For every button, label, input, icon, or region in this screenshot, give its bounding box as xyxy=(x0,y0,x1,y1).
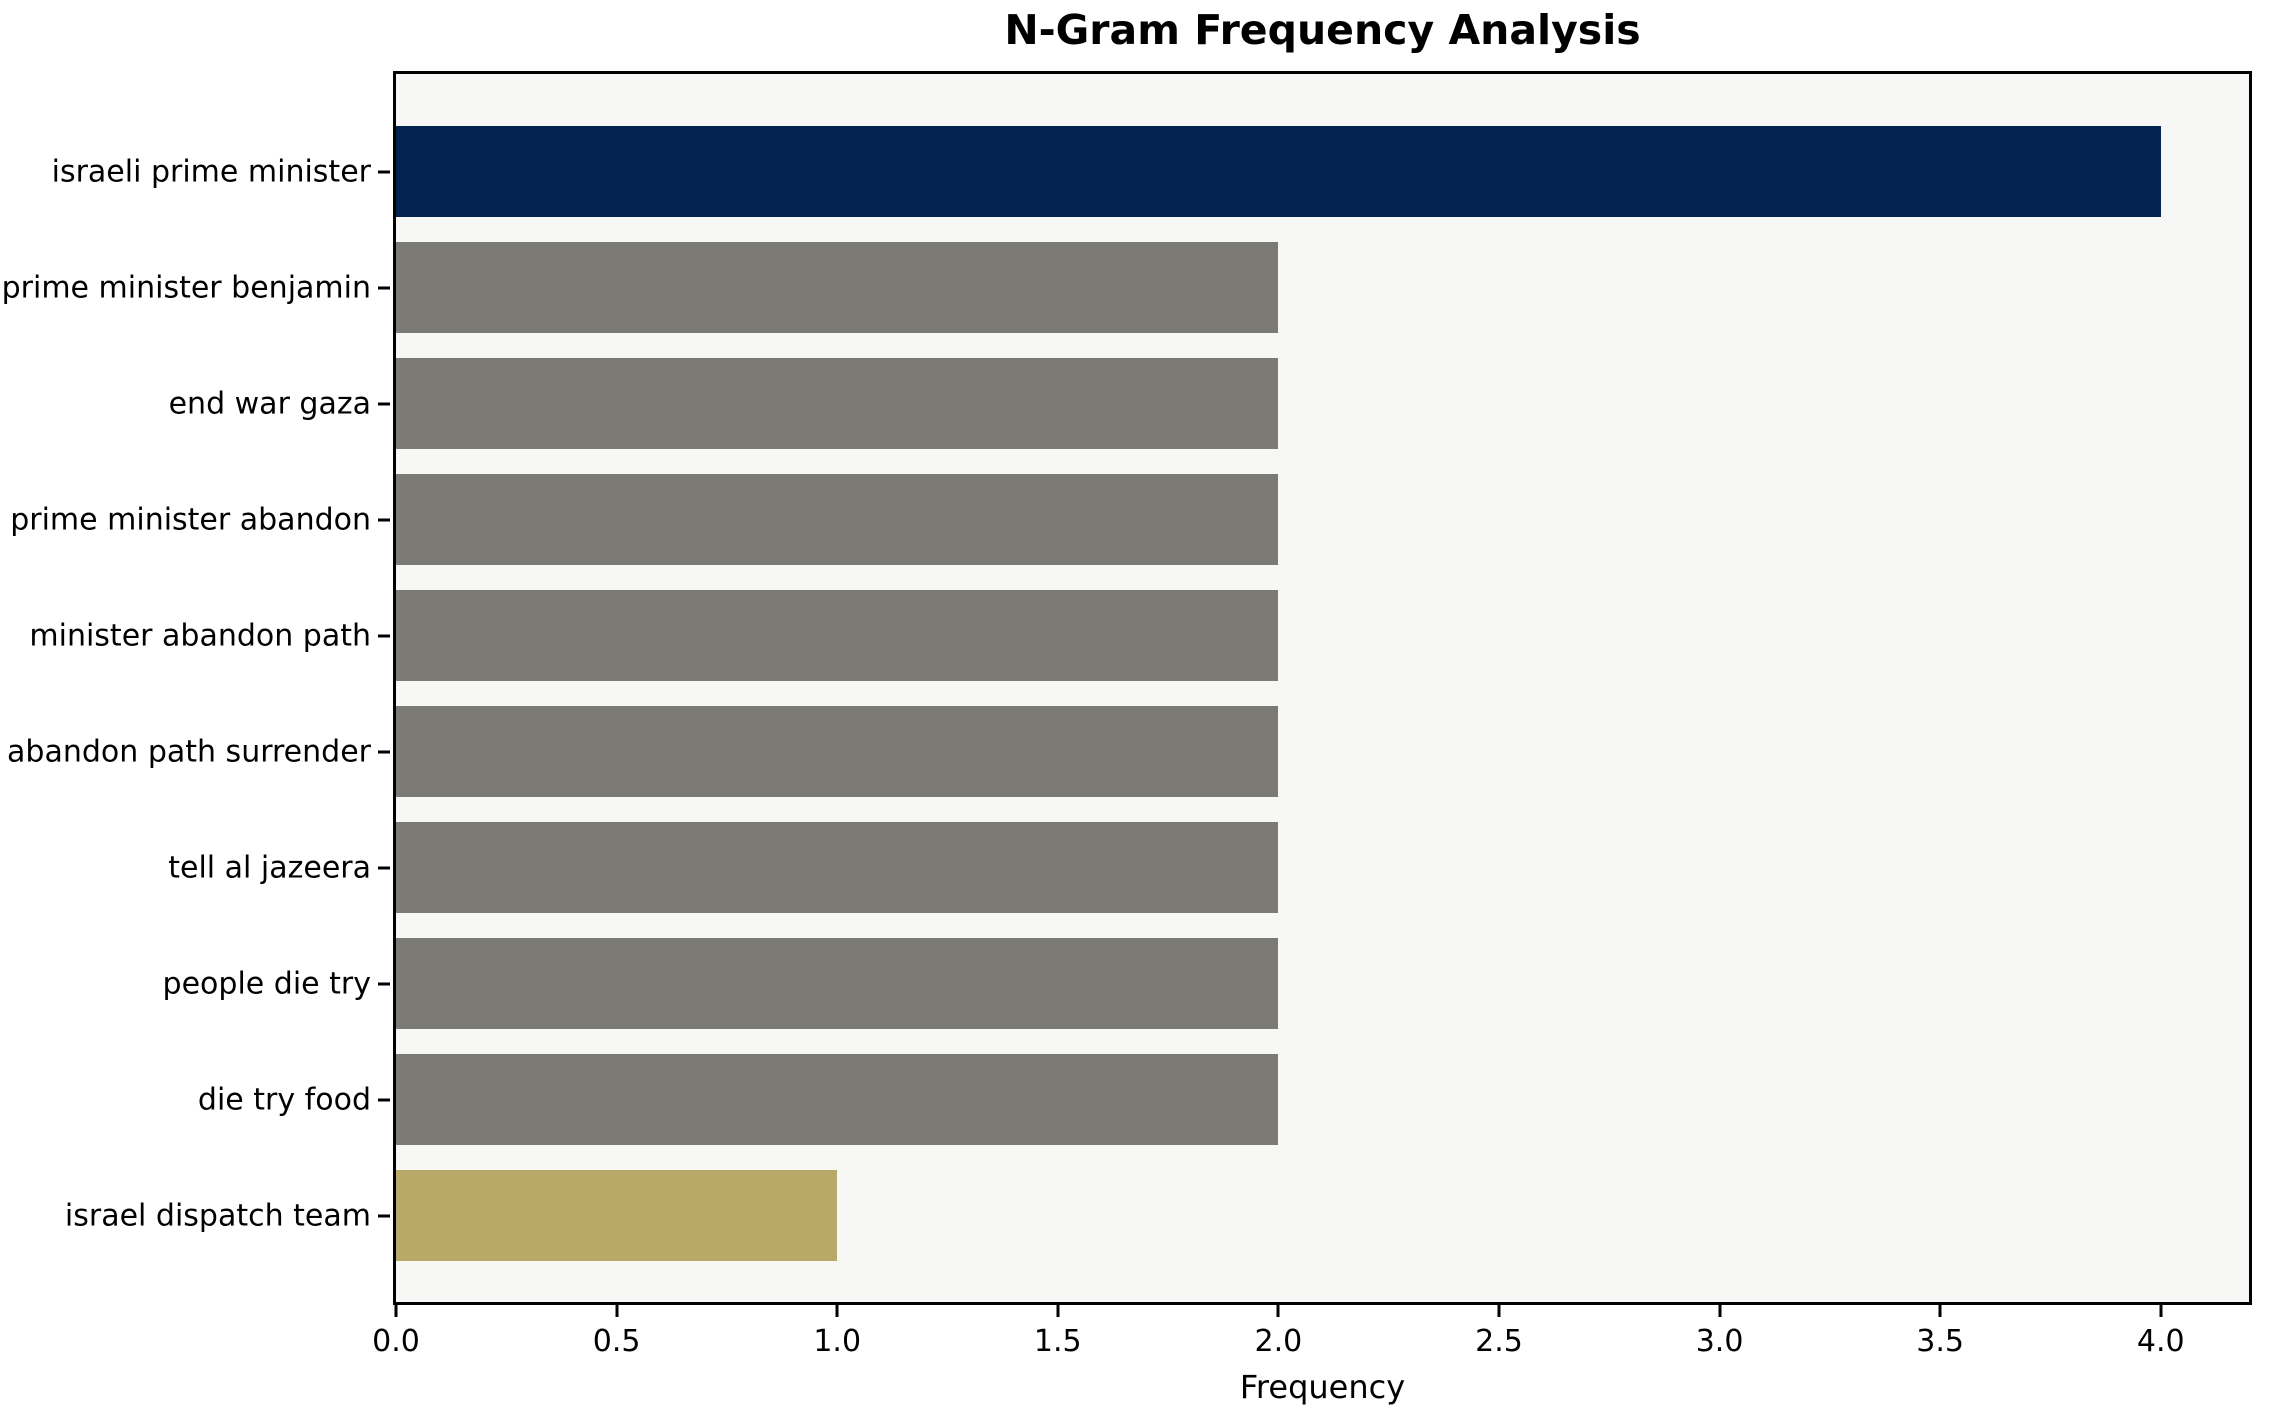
bar-row: israel dispatch team xyxy=(65,1170,2249,1261)
x-tick-label: 0.0 xyxy=(372,1324,420,1359)
bar-row: tell al jazeera xyxy=(168,822,2249,913)
x-tick-label: 2.0 xyxy=(1254,1324,1303,1359)
x-tick-mark xyxy=(1938,1305,1942,1317)
x-tick-label: 3.0 xyxy=(1695,1324,1744,1359)
y-tick-mark xyxy=(378,750,390,753)
bar xyxy=(396,126,2161,217)
x-tick-label: 0.5 xyxy=(592,1324,641,1359)
y-axis-category-label: tell al jazeera xyxy=(168,850,371,885)
bar xyxy=(396,242,1279,333)
y-tick-mark xyxy=(378,518,390,521)
y-tick-mark xyxy=(378,866,390,869)
bar xyxy=(396,706,1279,797)
x-tick-mark xyxy=(615,1305,619,1317)
bar xyxy=(396,358,1279,449)
bar-row: prime minister benjamin xyxy=(2,242,2249,333)
y-axis-category-label: israeli prime minister xyxy=(51,154,371,189)
y-tick-mark xyxy=(378,982,390,985)
x-tick-mark xyxy=(1056,1305,1060,1317)
x-tick-label: 1.5 xyxy=(1033,1324,1082,1359)
x-tick-mark xyxy=(1718,1305,1722,1317)
chart-title: N-Gram Frequency Analysis xyxy=(1004,6,1641,54)
bar-rows: israeli prime minister prime minister ben… xyxy=(2,74,2249,1302)
y-tick-mark xyxy=(378,634,390,637)
x-tick-label: 1.0 xyxy=(813,1324,862,1359)
x-tick-mark xyxy=(394,1305,398,1317)
y-tick-mark xyxy=(378,286,390,289)
y-tick-mark xyxy=(378,1098,390,1101)
bar-row: prime minister abandon xyxy=(10,474,2249,565)
bar xyxy=(396,474,1279,565)
x-tick-label: 4.0 xyxy=(2136,1324,2185,1359)
y-axis-category-label: abandon path surrender xyxy=(7,734,371,769)
y-axis-category-label: people die try xyxy=(162,966,371,1001)
y-tick-mark xyxy=(378,1214,390,1217)
x-tick-mark xyxy=(1276,1305,1280,1317)
y-axis-category-label: end war gaza xyxy=(168,386,371,421)
bar xyxy=(396,938,1279,1029)
y-tick-mark xyxy=(378,402,390,405)
bar-row: israeli prime minister xyxy=(52,126,2249,217)
bar xyxy=(396,1054,1279,1145)
plot-area: israeli prime minister prime minister ben… xyxy=(2,71,2252,1359)
y-axis-category-label: prime minister abandon xyxy=(10,502,371,537)
bar-row: people die try xyxy=(163,938,2249,1029)
y-axis-category-label: israel dispatch team xyxy=(64,1198,371,1233)
bar xyxy=(396,590,1279,681)
y-axis-category-label: minister abandon path xyxy=(29,618,371,653)
x-tick-mark xyxy=(1497,1305,1501,1317)
x-axis-title: Frequency xyxy=(1239,1368,1406,1406)
x-tick-label: 2.5 xyxy=(1475,1324,1523,1359)
x-tick-mark xyxy=(835,1305,839,1317)
x-tick-label: 3.5 xyxy=(1916,1324,1965,1359)
x-tick-mark xyxy=(2159,1305,2163,1317)
y-tick-mark xyxy=(378,170,390,173)
bar xyxy=(396,1170,838,1261)
bar-row: minister abandon path xyxy=(29,590,2249,681)
bar xyxy=(396,822,1279,913)
y-axis-category-label: prime minister benjamin xyxy=(1,270,371,305)
bar-row: abandon path surrender xyxy=(7,706,2249,797)
y-axis-category-label: die try food xyxy=(197,1082,371,1117)
bar-row: die try food xyxy=(198,1054,2249,1145)
bar-row: end war gaza xyxy=(169,358,2249,449)
